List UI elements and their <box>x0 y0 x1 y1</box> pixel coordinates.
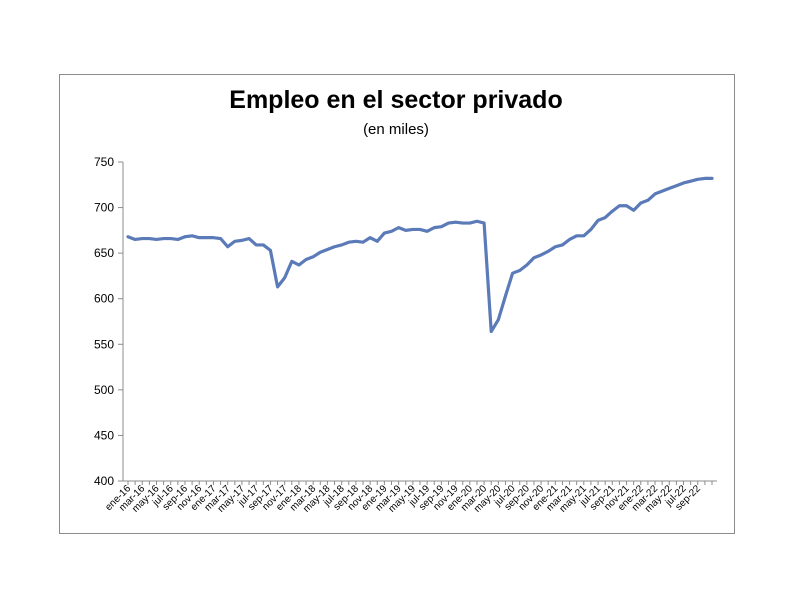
data-point <box>276 285 279 288</box>
data-point <box>689 180 692 183</box>
data-point <box>547 250 550 253</box>
data-point <box>155 238 158 241</box>
x-axis: ene-16mar-16may-16jul-16sep-16nov-16ene-… <box>103 480 717 515</box>
data-point <box>319 251 322 254</box>
data-point <box>226 245 229 248</box>
y-axis: 400 450 500 550 600 650 700 750 <box>94 155 124 488</box>
y-tick-label: 550 <box>94 337 114 351</box>
data-point <box>668 187 671 190</box>
data-point <box>219 237 222 240</box>
data-point <box>397 226 400 229</box>
data-point <box>255 243 258 246</box>
data-point <box>497 318 500 321</box>
data-point <box>269 249 272 252</box>
data-point <box>632 209 635 212</box>
data-point <box>661 190 664 193</box>
data-point <box>703 177 706 180</box>
data-point <box>297 263 300 266</box>
data-point <box>283 276 286 279</box>
data-point <box>711 177 714 180</box>
data-point <box>141 237 144 240</box>
data-point <box>176 238 179 241</box>
series-line <box>126 176 714 334</box>
data-point <box>511 272 514 275</box>
data-point <box>290 260 293 263</box>
data-point <box>233 240 236 243</box>
data-point <box>504 294 507 297</box>
data-point <box>696 178 699 181</box>
data-point <box>475 220 478 223</box>
data-point <box>191 234 194 237</box>
data-point <box>404 229 407 232</box>
data-point <box>212 236 215 239</box>
y-tick-label: 750 <box>94 155 114 169</box>
data-point <box>611 210 614 213</box>
data-point <box>134 238 137 241</box>
data-point <box>411 228 414 231</box>
data-point <box>340 243 343 246</box>
data-point <box>639 202 642 205</box>
y-tick-label: 500 <box>94 383 114 397</box>
data-point <box>682 181 685 184</box>
data-point <box>183 235 186 238</box>
data-point <box>518 269 521 272</box>
data-point <box>589 228 592 231</box>
data-point <box>625 204 628 207</box>
data-point <box>582 234 585 237</box>
y-tick-label: 700 <box>94 201 114 215</box>
data-point <box>383 232 386 235</box>
data-point <box>376 240 379 243</box>
chart-frame <box>59 74 735 534</box>
data-point <box>675 184 678 187</box>
data-point <box>654 192 657 195</box>
data-point <box>561 243 564 246</box>
data-point <box>575 234 578 237</box>
data-point <box>312 255 315 258</box>
data-point <box>169 237 172 240</box>
data-point <box>148 237 151 240</box>
data-point <box>326 248 329 251</box>
y-tick-label: 450 <box>94 428 114 442</box>
data-point <box>532 256 535 259</box>
data-point <box>540 253 543 256</box>
data-point <box>568 238 571 241</box>
data-point <box>333 245 336 248</box>
data-point <box>162 237 165 240</box>
data-point <box>597 219 600 222</box>
data-point <box>646 199 649 202</box>
data-point <box>347 241 350 244</box>
data-point <box>618 204 621 207</box>
data-point <box>205 236 208 239</box>
data-point <box>525 263 528 266</box>
data-point <box>490 330 493 333</box>
data-point <box>198 236 201 239</box>
data-point <box>604 216 607 219</box>
data-point <box>240 239 243 242</box>
data-point <box>447 222 450 225</box>
data-point <box>419 228 422 231</box>
data-point <box>426 230 429 233</box>
chart-subtitle: (en miles) <box>363 121 429 138</box>
data-point <box>461 222 464 225</box>
y-tick-label: 400 <box>94 474 114 488</box>
data-point <box>468 222 471 225</box>
series-layer <box>126 176 714 334</box>
data-point <box>369 236 372 239</box>
data-point <box>262 243 265 246</box>
data-point <box>354 240 357 243</box>
data-point <box>433 226 436 229</box>
data-point <box>390 230 393 233</box>
data-point <box>454 221 457 224</box>
data-point <box>127 235 130 238</box>
chart-title: Empleo en el sector privado <box>229 86 563 114</box>
data-point <box>362 241 365 244</box>
y-tick-label: 600 <box>94 292 114 306</box>
data-point <box>440 225 443 228</box>
data-point <box>483 222 486 225</box>
y-tick-label: 650 <box>94 246 114 260</box>
data-point <box>554 245 557 248</box>
data-point <box>305 258 308 261</box>
data-point <box>248 237 251 240</box>
